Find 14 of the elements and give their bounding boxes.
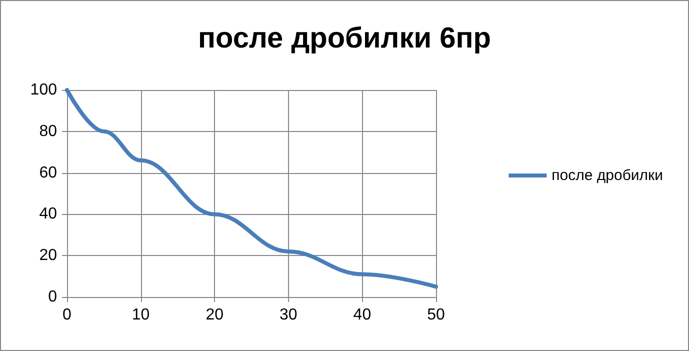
y-tick-label: 60	[39, 164, 58, 182]
y-tick-label: 20	[39, 247, 58, 264]
y-tick-label: 100	[30, 82, 58, 98]
x-tick-label: 0	[62, 306, 72, 324]
y-tick-label: 80	[39, 122, 58, 140]
x-tick-label: 50	[427, 306, 445, 324]
chart-title: после дробилки 6пр	[198, 22, 491, 54]
x-tick-label: 10	[132, 306, 150, 324]
x-tick-label: 30	[280, 306, 298, 324]
legend-label: после дробилки	[552, 167, 663, 184]
x-tick-label: 20	[206, 306, 224, 324]
y-tick-label: 40	[39, 206, 58, 223]
x-tick-label: 40	[353, 306, 372, 324]
y-tick-label: 0	[48, 288, 58, 306]
